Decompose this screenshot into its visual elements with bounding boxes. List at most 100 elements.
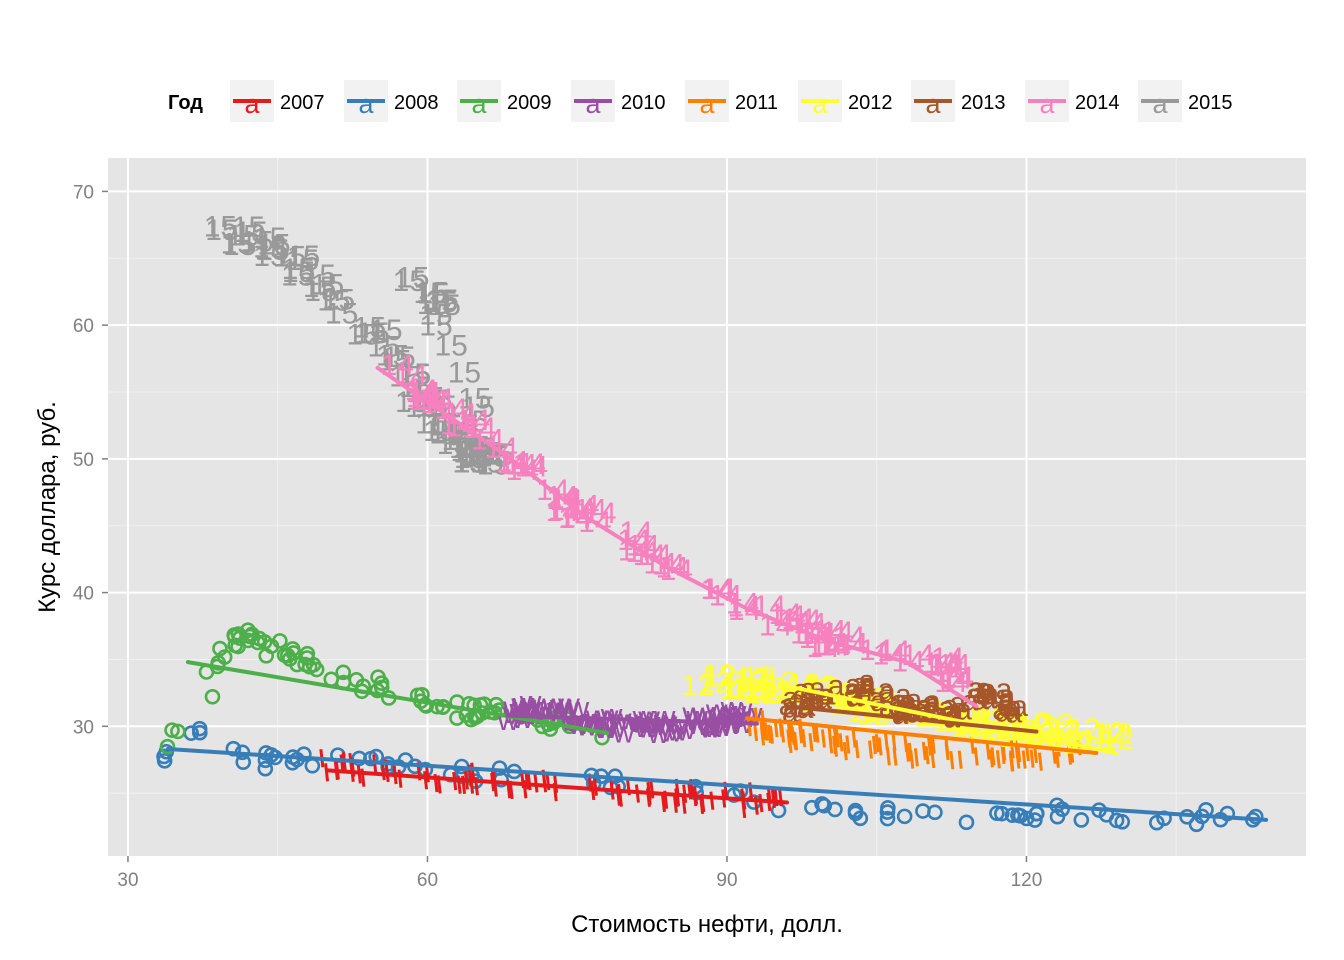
point-2015: 15 bbox=[205, 214, 238, 247]
trend-lines bbox=[165, 365, 1269, 822]
point-2015: 15 bbox=[458, 382, 491, 415]
point-2015: 15 bbox=[450, 435, 483, 468]
point-2007 bbox=[770, 789, 776, 809]
point-2009 bbox=[301, 658, 318, 675]
point-2010: w bbox=[660, 716, 683, 749]
point-2009 bbox=[170, 723, 186, 740]
point-2012: 12 bbox=[722, 672, 755, 705]
point-2011 bbox=[820, 729, 826, 748]
point-2007 bbox=[592, 777, 598, 796]
point-2013: a bbox=[980, 682, 997, 715]
point-2008 bbox=[1212, 811, 1229, 828]
point-2007 bbox=[397, 769, 403, 788]
point-2010: w bbox=[603, 711, 626, 744]
point-2015: 15 bbox=[253, 231, 286, 264]
trend-line-2012 bbox=[784, 684, 1119, 755]
point-2011 bbox=[973, 747, 979, 766]
point-2015: 15 bbox=[253, 222, 286, 255]
point-2010: w bbox=[720, 702, 743, 735]
point-2012: 12 bbox=[681, 669, 714, 702]
point-2010: w bbox=[693, 703, 716, 736]
point-2015: 15 bbox=[416, 277, 449, 310]
point-2015: 15 bbox=[232, 211, 265, 244]
point-2011 bbox=[851, 729, 857, 748]
point-2011 bbox=[838, 733, 844, 752]
point-2008 bbox=[958, 814, 975, 831]
point-2008 bbox=[363, 750, 379, 767]
point-2011 bbox=[768, 725, 774, 744]
point-2012: 12 bbox=[742, 671, 775, 704]
point-2015: 15 bbox=[428, 289, 461, 322]
point-2015: 15 bbox=[221, 227, 254, 260]
plot-panel bbox=[108, 158, 1306, 856]
point-2009 bbox=[449, 710, 465, 726]
point-2011 bbox=[1021, 750, 1027, 769]
series-2014: 1414141414141414141414141414141414141414… bbox=[381, 349, 975, 699]
point-2011 bbox=[786, 729, 792, 748]
point-2015: 15 bbox=[255, 234, 288, 267]
point-2007 bbox=[649, 780, 655, 799]
point-2015: 15 bbox=[367, 330, 400, 363]
point-2013: a bbox=[972, 677, 989, 710]
point-2012: 12 bbox=[733, 665, 766, 698]
point-2015: 15 bbox=[317, 285, 350, 318]
legend-item-2008: a 2008 bbox=[344, 80, 439, 122]
point-2007 bbox=[675, 787, 681, 807]
point-2011 bbox=[763, 722, 769, 741]
point-2013: a bbox=[972, 683, 989, 716]
point-2009 bbox=[226, 627, 243, 643]
legend-item-2010: a 2010 bbox=[571, 80, 666, 122]
point-2011 bbox=[842, 741, 848, 761]
point-2013: a bbox=[981, 678, 998, 711]
series-2007 bbox=[319, 749, 783, 819]
point-2013: a bbox=[859, 665, 876, 698]
point-2009 bbox=[463, 711, 480, 728]
point-2015: 15 bbox=[286, 244, 319, 277]
point-2015: 15 bbox=[425, 286, 458, 319]
point-2009 bbox=[285, 645, 302, 661]
point-2009 bbox=[164, 722, 180, 738]
point-2015: 15 bbox=[453, 436, 486, 469]
point-2011 bbox=[924, 746, 930, 765]
point-2015: 15 bbox=[454, 447, 487, 480]
legend-label: 2013 bbox=[961, 92, 1006, 114]
point-2008 bbox=[397, 752, 414, 768]
point-2015: 15 bbox=[227, 219, 260, 252]
point-2010: w bbox=[720, 692, 743, 725]
point-2011 bbox=[1069, 744, 1075, 763]
point-2011 bbox=[990, 747, 996, 766]
legend-item-2012: a 2012 bbox=[798, 80, 893, 122]
point-2013: a bbox=[895, 678, 912, 711]
point-2013: a bbox=[968, 672, 985, 705]
legend-key-glyph: a bbox=[471, 89, 487, 119]
point-2010: w bbox=[709, 710, 732, 743]
point-2015: 15 bbox=[393, 265, 426, 298]
point-2012: 12 bbox=[698, 666, 731, 699]
point-2012: 12 bbox=[863, 684, 896, 717]
legend-item-2009: a 2009 bbox=[457, 80, 552, 122]
point-2015: 15 bbox=[413, 277, 446, 310]
legend: Год a 2007 a 2008 a 2009 a 2010 a 2011 a 2012 a 2013 a… bbox=[168, 80, 1233, 122]
point-2013: a bbox=[1006, 697, 1023, 730]
point-2010: w bbox=[502, 697, 525, 730]
point-2011 bbox=[904, 743, 910, 762]
legend-label: 2008 bbox=[394, 92, 439, 114]
point-2009 bbox=[369, 682, 386, 699]
point-2015: 15 bbox=[322, 283, 355, 316]
point-2012: 12 bbox=[764, 666, 797, 699]
point-2010: w bbox=[724, 696, 747, 729]
point-2015: 15 bbox=[223, 229, 256, 262]
point-2009 bbox=[242, 628, 258, 645]
trend-line-2013 bbox=[784, 704, 1039, 734]
point-2015: 15 bbox=[282, 256, 315, 289]
point-2013: a bbox=[997, 683, 1014, 716]
point-2008 bbox=[257, 760, 274, 777]
point-2013: a bbox=[878, 673, 895, 706]
point-2009 bbox=[335, 664, 352, 681]
legend-item-2007: a 2007 bbox=[230, 80, 325, 122]
point-2008 bbox=[927, 804, 943, 821]
point-2015: 15 bbox=[282, 253, 315, 286]
point-2014: 14 bbox=[901, 639, 934, 672]
point-2011 bbox=[930, 749, 936, 769]
point-2010: w bbox=[644, 709, 667, 742]
